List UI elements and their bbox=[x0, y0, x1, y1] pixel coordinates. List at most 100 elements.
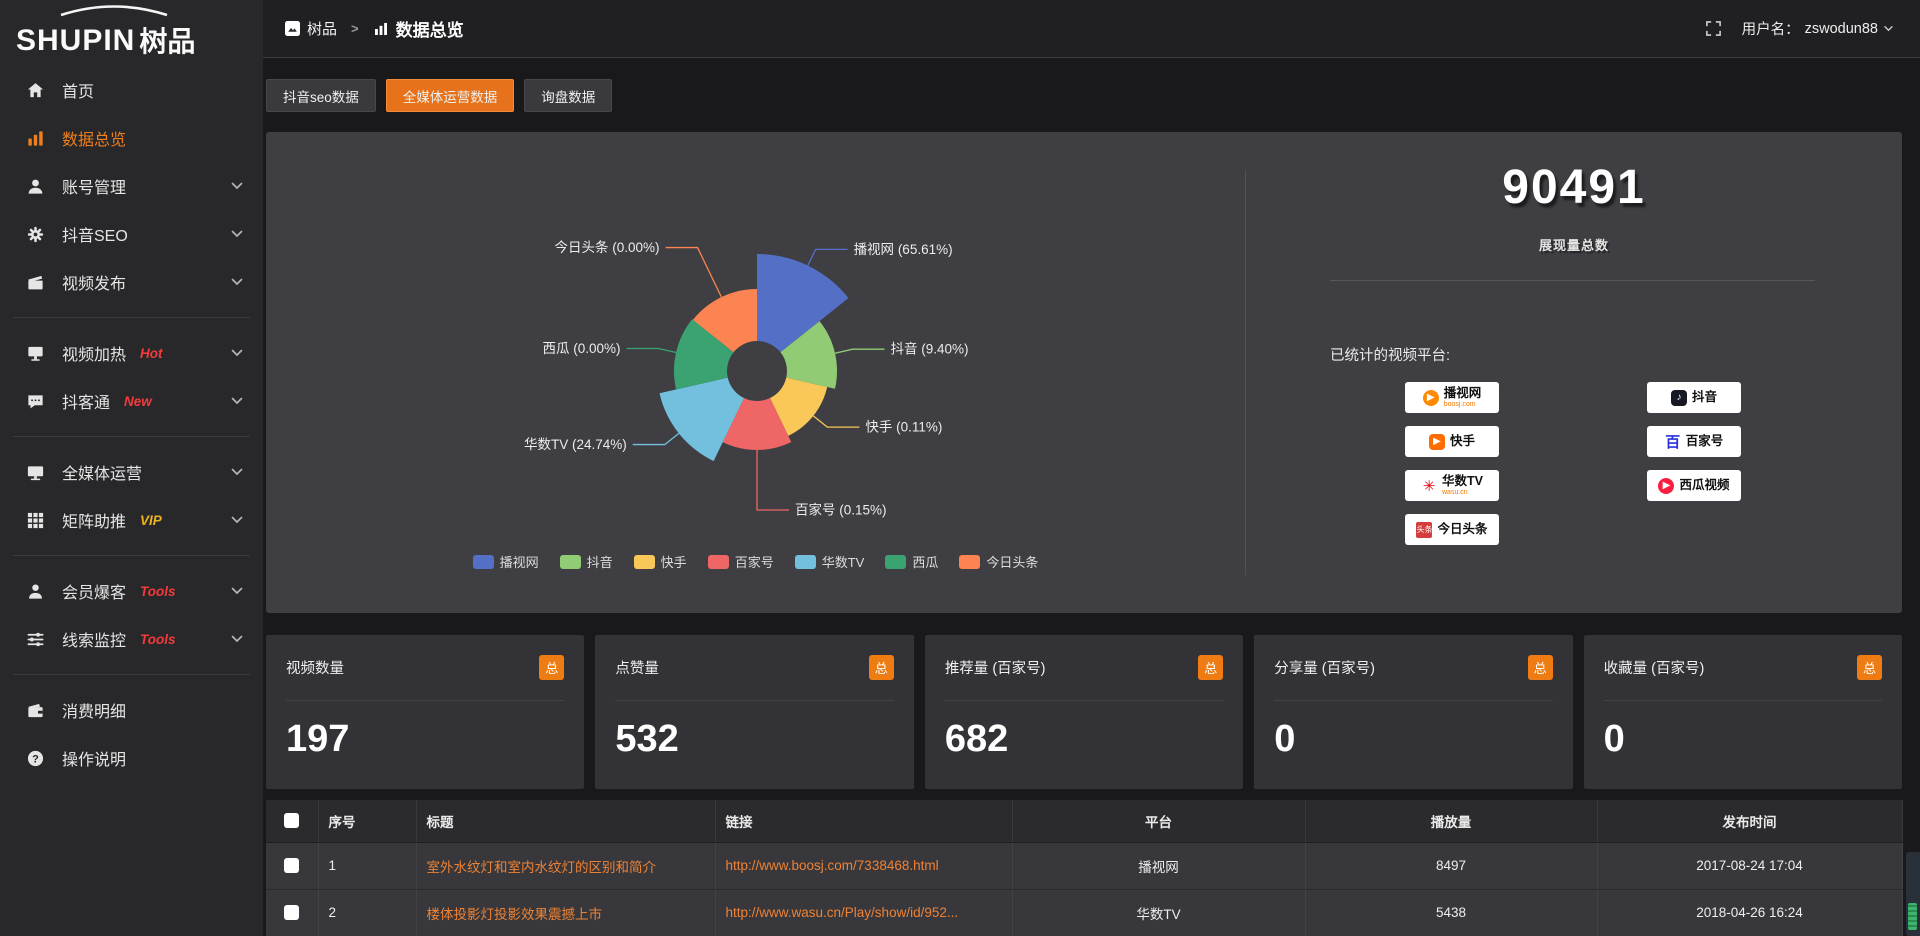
sidebar-item-label: 会员爆客 bbox=[62, 585, 127, 602]
stat-card-header: 分享量 (百家号) 总 bbox=[1274, 635, 1553, 701]
total-impressions-label: 展现量总数 bbox=[1538, 238, 1609, 253]
topbar: 树品 > 数据总览 用户名： zswodun88 bbox=[263, 0, 1920, 58]
快手-logo-icon: ▶ bbox=[1428, 433, 1445, 450]
pie-slice-百家号[interactable] bbox=[722, 398, 792, 451]
scroll-widget[interactable] bbox=[1906, 852, 1920, 936]
sidebar-item-数据总览[interactable]: 数据总览 bbox=[0, 114, 263, 162]
platform-badge-text: 华数TV wasu.cn bbox=[1442, 474, 1483, 496]
row-plays: 5438 bbox=[1305, 889, 1598, 936]
platform-name: 今日头条 bbox=[1437, 521, 1488, 536]
overview-icon bbox=[373, 21, 389, 37]
legend-item-华数TV[interactable]: 华数TV bbox=[794, 552, 864, 571]
platform-name: 华数TV bbox=[1442, 474, 1483, 489]
select-all-header-cell bbox=[266, 800, 319, 843]
row-publish-time: 2017-08-24 17:04 bbox=[1597, 842, 1903, 890]
row-title-link[interactable]: 楼体投影灯投影效果震撼上市 bbox=[416, 889, 716, 936]
legend-label: 今日头条 bbox=[986, 555, 1039, 570]
sidebar-item-首页[interactable]: 首页 bbox=[0, 66, 263, 114]
sidebar-item-操作说明[interactable]: ? 操作说明 bbox=[0, 734, 263, 782]
sidebar: SHUPIN 树品 首页 数据总览 账号管理 抖音SEO 视频发布 视频加热 Hot 抖客通 N… bbox=[0, 0, 263, 936]
total-badge: 总 bbox=[868, 655, 894, 680]
sidebar-item-会员爆客[interactable]: 会员爆客 Tools bbox=[0, 567, 263, 615]
breadcrumb-separator: > bbox=[351, 21, 359, 36]
breadcrumb-item-home[interactable]: 树品 bbox=[307, 21, 338, 38]
label-line-西瓜 bbox=[626, 347, 677, 354]
question-icon: ? bbox=[25, 748, 45, 768]
sidebar-menu: 首页数据总览 账号管理 抖音SEO 视频发布视频加热 Hot 抖客通 New 全媒体运营 矩阵助… bbox=[0, 62, 263, 782]
sidebar-item-矩阵助推[interactable]: 矩阵助推 VIP bbox=[0, 496, 263, 544]
stat-card-value: 197 bbox=[286, 718, 350, 760]
legend-item-今日头条[interactable]: 今日头条 bbox=[959, 552, 1038, 571]
legend-item-百家号[interactable]: 百家号 bbox=[707, 552, 774, 571]
tab-全媒体运营数据[interactable]: 全媒体运营数据 bbox=[385, 79, 515, 112]
sidebar-item-账号管理[interactable]: 账号管理 bbox=[0, 162, 263, 210]
stat-card-收藏量 (百家号): 收藏量 (百家号) 总 0 bbox=[1583, 635, 1903, 789]
pie-slice-抖音[interactable] bbox=[780, 321, 837, 389]
platform-subtext: wasu.cn bbox=[1442, 488, 1468, 496]
fullscreen-icon[interactable] bbox=[1705, 20, 1722, 37]
label-line-抖音 bbox=[834, 348, 885, 354]
row-checkbox[interactable] bbox=[284, 858, 300, 873]
tab-询盘数据[interactable]: 询盘数据 bbox=[524, 79, 613, 112]
summary-area: 90491 展现量总数 已统计的视频平台: ▶ 播视网 boosj.com ▶ 快手 ✳ 华… bbox=[1246, 132, 1902, 613]
scroll-widget-thumb[interactable] bbox=[1908, 903, 1917, 930]
platforms-title: 已统计的视频平台: bbox=[1330, 348, 1451, 364]
column-header-链接: 链接 bbox=[715, 800, 1013, 843]
legend-item-播视网[interactable]: 播视网 bbox=[472, 552, 539, 571]
label-line-快手 bbox=[812, 415, 860, 428]
breadcrumb: 树品 > 数据总览 bbox=[285, 16, 464, 41]
total-impressions-value: 90491 bbox=[1502, 161, 1646, 214]
chart-bars-icon bbox=[25, 128, 45, 148]
tab-抖音seo数据[interactable]: 抖音seo数据 bbox=[266, 79, 376, 112]
pie-slice-西瓜[interactable] bbox=[674, 319, 734, 390]
chevron-down-icon bbox=[231, 278, 243, 286]
pie-label-抖音: 抖音 (9.40%) bbox=[891, 341, 969, 357]
row-checkbox[interactable] bbox=[284, 905, 300, 920]
column-header-标题: 标题 bbox=[416, 800, 716, 843]
clapper-icon bbox=[25, 272, 45, 292]
stat-card-title: 收藏量 (百家号) bbox=[1603, 661, 1705, 677]
legend-item-快手[interactable]: 快手 bbox=[633, 552, 687, 571]
table-row: 2 楼体投影灯投影效果震撼上市 http://www.wasu.cn/Play/sh… bbox=[266, 889, 1903, 936]
row-title-link[interactable]: 室外水纹灯和室内水纹灯的区别和简介 bbox=[416, 842, 716, 890]
user-menu[interactable]: 用户名： zswodun88 bbox=[1742, 18, 1894, 39]
column-header-序号: 序号 bbox=[318, 800, 417, 843]
legend-item-西瓜[interactable]: 西瓜 bbox=[885, 552, 938, 571]
row-seq: 1 bbox=[318, 842, 417, 890]
table-header: 序号 标题 链接 平台 播放量 发布时间 bbox=[266, 800, 1903, 843]
sidebar-item-线索监控[interactable]: 线索监控 Tools bbox=[0, 615, 263, 663]
videos-table: 序号 标题 链接 平台 播放量 发布时间 1 室外水纹灯和室内水纹灯的区别和简介 http:/… bbox=[266, 800, 1903, 936]
rose-chart-area: 播视网 (65.61%) 抖音 (9.40%) 快手 (0.11%) 百家号 (0.1… bbox=[266, 132, 1245, 613]
chat-icon bbox=[25, 391, 45, 411]
pie-slice-快手[interactable] bbox=[770, 377, 828, 436]
sidebar-item-消费明细[interactable]: 消费明细 bbox=[0, 686, 263, 734]
stat-card-value: 0 bbox=[1274, 718, 1296, 760]
logo-arc-icon bbox=[60, 5, 168, 17]
stat-card-分享量 (百家号): 分享量 (百家号) 总 0 bbox=[1254, 635, 1573, 789]
legend-swatch bbox=[633, 554, 655, 569]
platform-badge-今日头条: 头条 今日头条 bbox=[1405, 514, 1499, 545]
pie-slice-播视网[interactable] bbox=[757, 254, 849, 353]
pie-slice-华数TV[interactable] bbox=[659, 377, 744, 462]
row-checkbox-cell bbox=[266, 842, 319, 890]
rose-chart[interactable]: 播视网 (65.61%) 抖音 (9.40%) 快手 (0.11%) 百家号 (0.1… bbox=[266, 132, 1245, 613]
百家号-logo-icon: 百 bbox=[1665, 434, 1681, 451]
sidebar-item-抖客通[interactable]: 抖客通 New bbox=[0, 377, 263, 425]
sidebar-item-全媒体运营[interactable]: 全媒体运营 bbox=[0, 448, 263, 496]
播视网-logo-icon: ▶ bbox=[1422, 389, 1439, 406]
legend-swatch bbox=[472, 554, 494, 569]
row-url-link[interactable]: http://www.wasu.cn/Play/show/id/952... bbox=[715, 889, 1013, 936]
legend-label: 西瓜 bbox=[912, 555, 939, 570]
platform-name: 西瓜视频 bbox=[1679, 477, 1730, 492]
select-all-checkbox[interactable] bbox=[284, 813, 300, 829]
sidebar-item-抖音SEO[interactable]: 抖音SEO bbox=[0, 210, 263, 258]
total-badge: 总 bbox=[539, 655, 565, 680]
sidebar-item-视频加热[interactable]: 视频加热 Hot bbox=[0, 329, 263, 377]
platform-badge-播视网: ▶ 播视网 boosj.com bbox=[1405, 382, 1499, 413]
sidebar-item-视频发布[interactable]: 视频发布 bbox=[0, 258, 263, 306]
sidebar-item-label: 首页 bbox=[62, 84, 95, 101]
row-url-link[interactable]: http://www.boosj.com/7338468.html bbox=[715, 842, 1013, 890]
legend-item-抖音[interactable]: 抖音 bbox=[559, 552, 613, 571]
pie-slice-今日头条[interactable] bbox=[692, 289, 757, 353]
breadcrumb-item-current[interactable]: 数据总览 bbox=[395, 21, 464, 40]
